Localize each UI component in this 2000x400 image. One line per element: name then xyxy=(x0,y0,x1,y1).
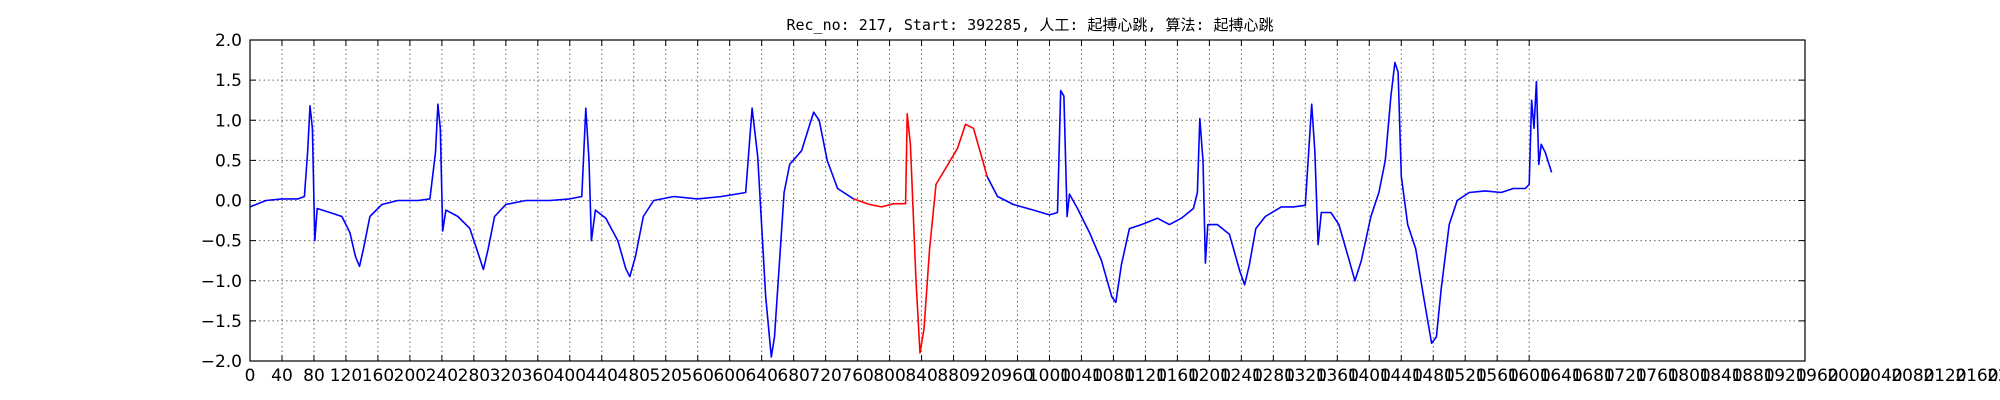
ecg-series-line xyxy=(249,103,855,358)
x-tick-label: 1440 xyxy=(1380,366,1423,386)
x-tick-label: 1880 xyxy=(1731,366,1774,386)
chart-title: Rec_no: 217, Start: 392285, 人工: 起搏心跳, 算法… xyxy=(786,16,1273,34)
x-tick-label: 0 xyxy=(245,366,256,386)
x-tick-label: 680 xyxy=(777,366,809,386)
x-tick-label: 120 xyxy=(330,366,362,386)
y-axis-ticks: 2.0 1.5 1.0 0.5 0.0 −0.5 −1.0 −1.5 −2.0 xyxy=(201,31,1805,372)
y-tick-label: −0.5 xyxy=(201,232,242,252)
ecg-series-line xyxy=(853,113,988,354)
x-tick-label: 1000 xyxy=(1028,366,1071,386)
x-tick-label: 560 xyxy=(681,366,713,386)
x-tick-label: 1920 xyxy=(1763,366,1806,386)
x-tick-label: 1320 xyxy=(1284,366,1327,386)
x-tick-label: 320 xyxy=(490,366,522,386)
x-tick-label: 2120 xyxy=(1923,366,1966,386)
x-tick-label: 1600 xyxy=(1508,366,1551,386)
x-tick-label: 2160 xyxy=(1955,366,1998,386)
x-tick-label: 800 xyxy=(873,366,905,386)
x-tick-label: 1960 xyxy=(1795,366,1838,386)
x-tick-label: 400 xyxy=(554,366,586,386)
x-tick-label: 480 xyxy=(618,366,650,386)
x-tick-label: 1200 xyxy=(1188,366,1231,386)
y-tick-label: 0.5 xyxy=(215,151,242,171)
x-tick-label: 520 xyxy=(650,366,682,386)
x-tick-label: 1040 xyxy=(1060,366,1103,386)
x-tick-label: 280 xyxy=(458,366,490,386)
plot-frame xyxy=(249,39,1806,362)
y-tick-label: 2.0 xyxy=(215,31,242,51)
x-axis-ticks: 0 40 80 120 160 200 240 280 320 360 400 440 480 520 56… xyxy=(245,40,2000,386)
x-tick-label: 2200 xyxy=(1987,366,2000,386)
x-tick-label: 840 xyxy=(905,366,937,386)
x-tick-label: 2080 xyxy=(1891,366,1934,386)
x-tick-label: 360 xyxy=(522,366,554,386)
x-tick-label: 1120 xyxy=(1124,366,1167,386)
x-tick-label: 1840 xyxy=(1699,366,1742,386)
y-tick-label: −1.0 xyxy=(201,272,242,292)
y-tick-label: 1.5 xyxy=(215,71,242,91)
series-lines xyxy=(249,61,1553,358)
grid-lines xyxy=(249,39,1805,362)
x-tick-label: 880 xyxy=(937,366,969,386)
x-tick-label: 1800 xyxy=(1667,366,1710,386)
x-tick-label: 1160 xyxy=(1156,366,1199,386)
x-tick-label: 40 xyxy=(271,366,293,386)
x-tick-label: 1240 xyxy=(1220,366,1263,386)
x-tick-label: 600 xyxy=(713,366,745,386)
x-tick-label: 240 xyxy=(426,366,458,386)
x-tick-label: 1280 xyxy=(1252,366,1295,386)
x-tick-label: 1480 xyxy=(1412,366,1455,386)
x-tick-label: 1720 xyxy=(1603,366,1646,386)
x-tick-label: 720 xyxy=(809,366,841,386)
x-tick-label: 2040 xyxy=(1859,366,1902,386)
ecg-series-line xyxy=(986,61,1553,345)
x-tick-label: 1760 xyxy=(1635,366,1678,386)
y-tick-label: 1.0 xyxy=(215,111,242,131)
x-tick-label: 1520 xyxy=(1444,366,1487,386)
x-tick-label: 920 xyxy=(969,366,1001,386)
x-tick-label: 1560 xyxy=(1476,366,1519,386)
y-tick-label: −1.5 xyxy=(201,312,242,332)
x-tick-label: 1400 xyxy=(1348,366,1391,386)
y-tick-label: 0.0 xyxy=(215,192,242,212)
x-tick-label: 960 xyxy=(1001,366,1033,386)
x-tick-label: 1080 xyxy=(1092,366,1135,386)
y-tick-label: −2.0 xyxy=(201,352,242,372)
x-tick-label: 1680 xyxy=(1572,366,1615,386)
x-tick-label: 2000 xyxy=(1827,366,1870,386)
x-tick-label: 160 xyxy=(362,366,394,386)
x-tick-label: 200 xyxy=(394,366,426,386)
x-tick-label: 1640 xyxy=(1540,366,1583,386)
x-tick-label: 80 xyxy=(303,366,325,386)
x-tick-label: 1360 xyxy=(1316,366,1359,386)
x-tick-label: 760 xyxy=(841,366,873,386)
x-tick-label: 440 xyxy=(586,366,618,386)
x-tick-label: 640 xyxy=(745,366,777,386)
